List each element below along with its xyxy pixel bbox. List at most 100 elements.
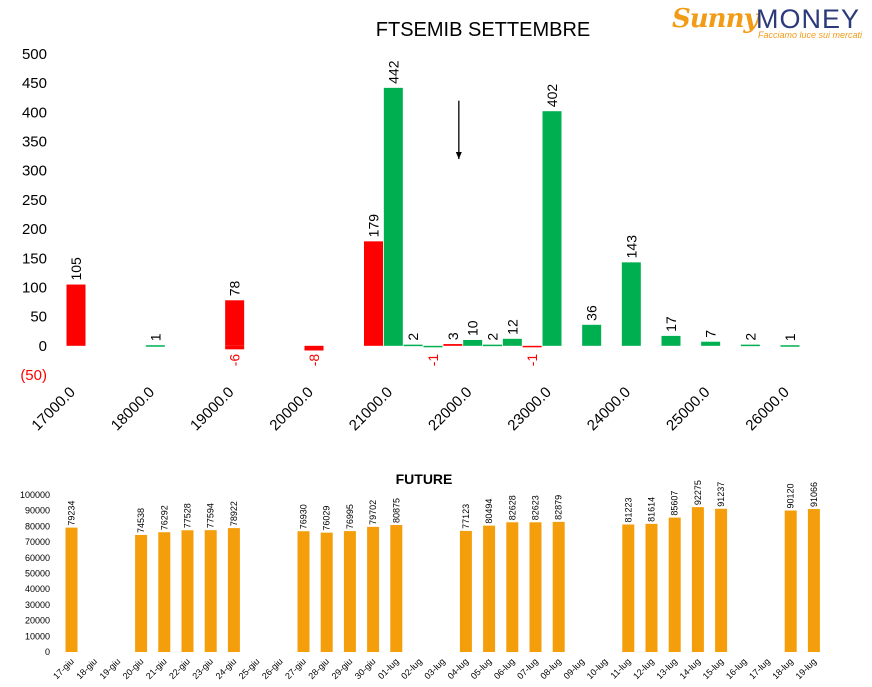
- data-label: 85607: [670, 491, 680, 516]
- data-label: 80494: [484, 499, 494, 524]
- data-label: 91237: [716, 482, 726, 507]
- x-tick-label: 24-giu: [214, 656, 239, 681]
- x-tick-label: 07-lug: [515, 656, 540, 681]
- bar: [227, 528, 240, 652]
- bar: [522, 345, 542, 348]
- y-tick-label: 80000: [25, 521, 50, 531]
- data-label: -8: [306, 354, 322, 367]
- y-tick-label: 100000: [20, 490, 50, 500]
- y-tick-label: 150: [22, 250, 47, 267]
- bar: [701, 341, 721, 346]
- x-tick-label: 08-lug: [538, 656, 563, 681]
- y-tick-label: 20000: [25, 616, 50, 626]
- x-tick-label: 20000.0: [266, 384, 316, 434]
- data-label: 79234: [67, 501, 77, 526]
- bar: [66, 284, 86, 346]
- data-label: 78922: [229, 501, 239, 526]
- y-tick-label: 50: [30, 309, 47, 326]
- y-tick-label: 50000: [25, 569, 50, 579]
- bar: [320, 532, 333, 652]
- data-label: 77123: [461, 504, 471, 529]
- y-tick-label: 500: [22, 46, 47, 63]
- x-tick-label: 16-lug: [724, 656, 749, 681]
- bar: [780, 345, 800, 347]
- x-tick-label: 03-lug: [422, 656, 447, 681]
- x-tick-label: 25000.0: [663, 384, 713, 434]
- data-label: 7: [703, 330, 719, 338]
- data-label: 12: [504, 319, 520, 335]
- data-label: 3: [445, 332, 461, 340]
- x-tick-label: 27-giu: [283, 656, 308, 681]
- data-label: 143: [623, 235, 639, 259]
- bar: [463, 339, 483, 346]
- bar: [403, 344, 423, 347]
- x-tick-label: 17000.0: [28, 384, 78, 434]
- top-chart: FTSEMIB SETTEMBRE50045040035030025020015…: [20, 19, 800, 434]
- x-tick-label: 29-giu: [330, 656, 355, 681]
- bar: [661, 335, 681, 346]
- y-tick-label: 400: [22, 104, 47, 121]
- x-tick-label: 23000.0: [504, 384, 554, 434]
- x-tick-label: 22-giu: [167, 656, 192, 681]
- y-tick-label: 250: [22, 192, 47, 209]
- bar: [552, 521, 565, 652]
- bar: [807, 509, 820, 652]
- data-label: 82623: [531, 495, 541, 520]
- data-label: 442: [385, 60, 401, 84]
- bar: [506, 522, 519, 652]
- data-label: 1: [782, 333, 798, 341]
- x-tick-label: 19-giu: [98, 656, 123, 681]
- x-tick-label: 02-lug: [399, 656, 424, 681]
- data-label: -1: [425, 354, 441, 367]
- data-label: 81223: [623, 497, 633, 522]
- data-label: 76292: [159, 505, 169, 530]
- logo-tagline: Facciamo luce sui mercati: [758, 30, 863, 40]
- data-label: 79702: [368, 500, 378, 525]
- x-tick-label: 30-giu: [353, 656, 378, 681]
- bar: [297, 531, 310, 652]
- data-label: 76029: [322, 506, 332, 531]
- data-label: 105: [68, 257, 84, 281]
- x-tick-label: 12-lug: [631, 656, 656, 681]
- x-tick-label: 21-giu: [144, 656, 169, 681]
- data-label: 80875: [391, 498, 401, 523]
- bar: [225, 345, 245, 350]
- bar: [443, 344, 463, 346]
- y-tick-label: 350: [22, 134, 47, 151]
- x-tick-label: 26-giu: [260, 656, 285, 681]
- x-tick-label: 14-lug: [678, 656, 703, 681]
- data-label: -6: [227, 354, 243, 367]
- data-label: 82879: [554, 495, 564, 520]
- x-tick-label: 19000.0: [187, 384, 237, 434]
- bar: [204, 530, 217, 652]
- logo-brand-money: MONEY: [756, 4, 861, 34]
- bar: [145, 345, 165, 347]
- y-tick-label: 300: [22, 163, 47, 180]
- bar: [225, 300, 245, 346]
- bar: [529, 522, 542, 652]
- bar: [65, 527, 78, 652]
- x-tick-label: 18000.0: [108, 384, 158, 434]
- y-tick-label: 450: [22, 75, 47, 92]
- x-tick-label: 09-lug: [562, 656, 587, 681]
- x-tick-label: 17-lug: [747, 656, 772, 681]
- y-tick-label: 0: [39, 338, 47, 355]
- x-tick-label: 06-lug: [492, 656, 517, 681]
- x-tick-label: 17-giu: [51, 656, 76, 681]
- y-tick-label: 10000: [25, 631, 50, 641]
- x-tick-label: 21000.0: [346, 384, 396, 434]
- bar: [304, 345, 324, 351]
- bar: [343, 531, 356, 652]
- bar: [483, 344, 502, 347]
- bar: [784, 510, 797, 652]
- y-tick-label: 70000: [25, 537, 50, 547]
- bar: [645, 523, 658, 652]
- bar: [715, 508, 728, 652]
- bar: [383, 87, 403, 346]
- y-tick-label: 0: [45, 647, 50, 657]
- x-tick-label: 04-lug: [446, 656, 471, 681]
- bar: [483, 525, 496, 652]
- data-label: 2: [742, 333, 758, 341]
- x-tick-label: 24000.0: [584, 384, 634, 434]
- data-label: 17: [663, 316, 679, 332]
